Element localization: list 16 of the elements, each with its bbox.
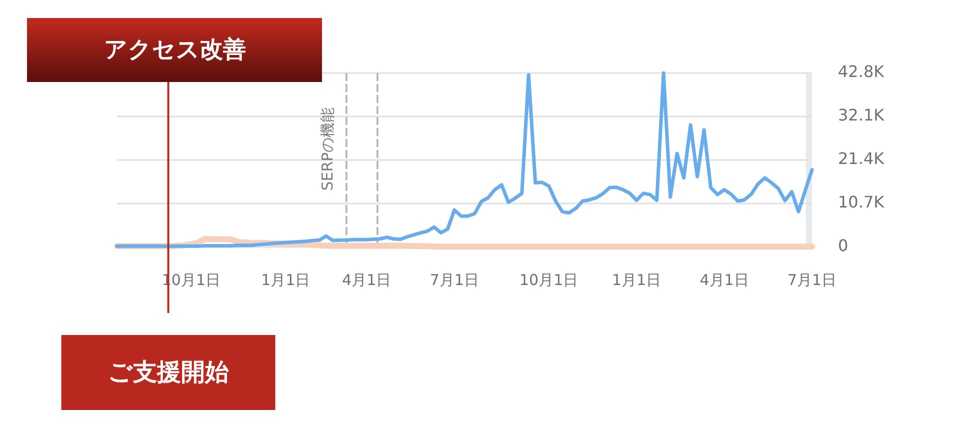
y-tick-label: 21.4K — [838, 149, 885, 168]
x-tick-label: 7月1日 — [787, 271, 837, 290]
chart-title: アクセス改善 — [104, 36, 246, 64]
x-tick-label: 1月1日 — [261, 271, 310, 290]
line-series — [115, 71, 814, 248]
x-tick-label: 7月1日 — [430, 271, 479, 290]
annotation: SERPの機能 — [318, 107, 337, 191]
y-tick-label: 0 — [838, 236, 848, 256]
y-tick-label: 32.1K — [838, 106, 885, 125]
x-tick-label: 10月1日 — [520, 271, 578, 290]
text: ご支援開始 — [108, 358, 229, 386]
x-tick-label: 1月1日 — [612, 271, 662, 290]
y-tick-label: 42.8K — [838, 62, 885, 82]
x-tick-label: 4月1日 — [342, 271, 392, 290]
x-tick-label: 4月1日 — [700, 271, 749, 290]
y-tick-label: 10.7K — [838, 192, 885, 212]
